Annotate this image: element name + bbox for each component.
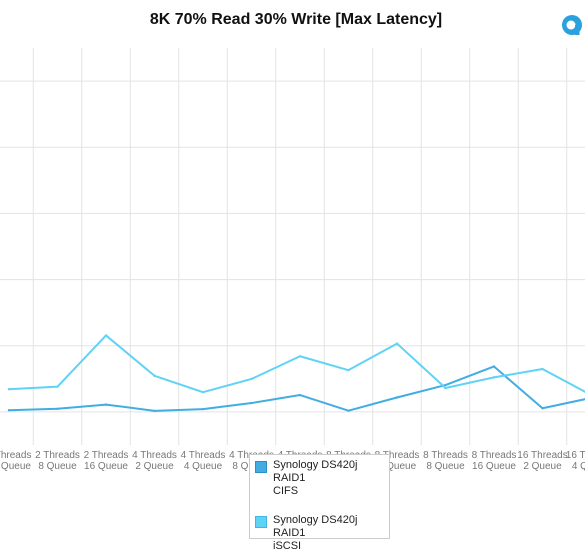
x-tick-label: 1 Threads xyxy=(0,450,31,461)
data-point xyxy=(541,407,544,410)
data-point xyxy=(7,388,11,391)
data-point xyxy=(444,383,447,387)
data-point xyxy=(153,374,156,377)
legend-label-line1: Synology DS420j RAID1 xyxy=(273,459,358,484)
brand-logo-icon xyxy=(562,15,582,35)
x-tick-label: 8 Threads xyxy=(423,450,468,461)
data-point xyxy=(492,365,496,368)
x-tick-label: 4 Queue xyxy=(184,461,223,472)
data-point xyxy=(250,377,253,381)
data-point xyxy=(201,390,205,394)
data-point xyxy=(201,407,205,411)
data-point xyxy=(395,396,399,399)
data-point xyxy=(104,403,108,406)
x-tick-label: 2 Queue xyxy=(135,461,174,472)
data-point xyxy=(7,408,11,412)
x-tick-label: 8 Threads xyxy=(375,450,420,461)
x-tick-label: 16 Queue xyxy=(84,461,128,472)
x-tick-label: 16 Threads xyxy=(566,450,585,461)
data-point xyxy=(56,407,59,411)
x-tick-label: 2 Queue xyxy=(523,461,562,472)
data-point xyxy=(492,376,496,379)
data-point xyxy=(56,385,59,388)
x-tick-label: 16 Threads xyxy=(517,450,567,461)
grid xyxy=(0,48,585,445)
chart-title: 8K 70% Read 30% Write [Max Latency] xyxy=(149,11,443,28)
legend-label-line2: iSCSI xyxy=(273,540,302,552)
data-point xyxy=(153,409,156,413)
legend[interactable]: Synology DS420j RAID1 CIFS Synology DS42… xyxy=(249,454,390,552)
x-tick-label: 8 Queue xyxy=(38,461,77,472)
data-point xyxy=(541,367,544,371)
data-point xyxy=(298,355,302,358)
x-tick-label: 16 Queue xyxy=(0,461,31,472)
data-point xyxy=(347,368,350,372)
x-tick-label: 4 Queue xyxy=(378,461,417,472)
x-tick-label: 2 Threads xyxy=(35,450,80,461)
x-tick-label: 8 Queue xyxy=(426,461,465,472)
legend-swatch-iscsi xyxy=(255,516,267,528)
x-tick-label: 4 Threads xyxy=(181,450,226,461)
x-tick-label: 16 Queue xyxy=(472,461,516,472)
data-point xyxy=(395,342,399,345)
data-point xyxy=(347,409,350,412)
x-tick-label: 4 Threads xyxy=(132,450,177,461)
x-tick-label: 4 Queue xyxy=(572,461,585,472)
data-point xyxy=(250,401,253,405)
series-lines xyxy=(7,334,585,413)
x-tick-label: 2 Threads xyxy=(84,450,129,461)
x-tick-label: 8 Threads xyxy=(472,450,517,461)
legend-label-line1: Synology DS420j RAID1 xyxy=(273,514,358,539)
data-point xyxy=(298,393,302,397)
data-point xyxy=(444,386,447,390)
legend-label-line2: CIFS xyxy=(273,485,299,497)
data-point xyxy=(104,334,108,337)
series-line-iscsi xyxy=(8,334,585,394)
series-line-cifs xyxy=(8,365,585,412)
legend-swatch-cifs xyxy=(255,461,267,473)
